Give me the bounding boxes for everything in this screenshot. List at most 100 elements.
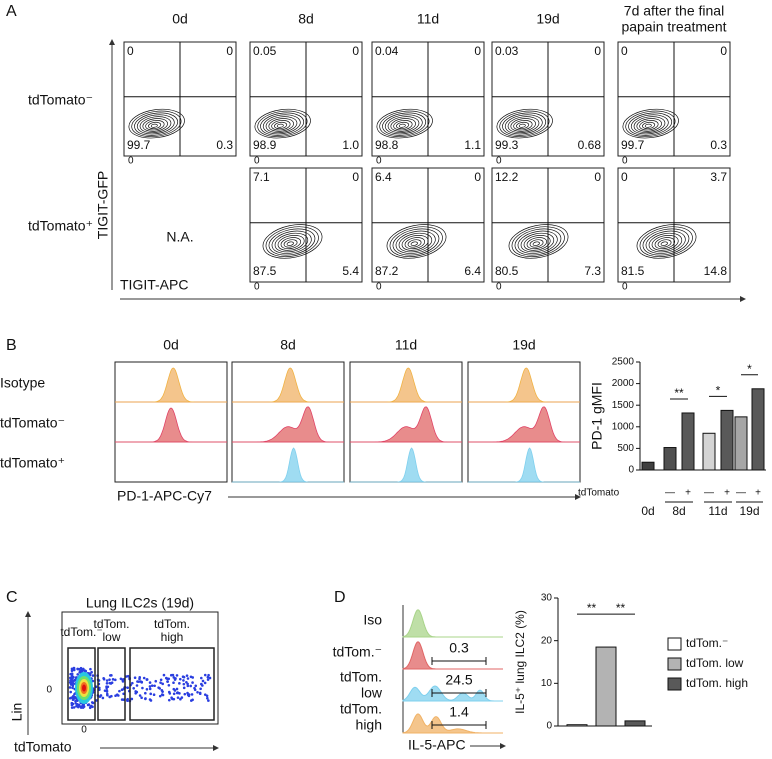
y-tick-label: 500 (617, 443, 634, 454)
contour (271, 230, 312, 254)
y-tick-label: 0 (546, 721, 552, 732)
event-dot (105, 681, 109, 685)
row-label: low (361, 685, 383, 701)
event-dot (145, 687, 149, 691)
quadrant-value: 0 (720, 44, 727, 58)
event-dot (154, 679, 158, 683)
event-dot (135, 690, 139, 694)
event-dot (176, 691, 180, 694)
quadrant-value: 0.68 (578, 138, 602, 152)
contour (398, 123, 406, 128)
histogram (402, 685, 503, 702)
event-dot (71, 698, 75, 702)
event-dot (167, 698, 171, 702)
contour (520, 232, 555, 253)
event-dot (183, 692, 187, 696)
contour (277, 235, 305, 251)
bar (595, 646, 617, 727)
contour (393, 120, 413, 131)
contour (260, 112, 305, 136)
event-dot (182, 686, 186, 690)
significance: ** (674, 386, 684, 400)
density-blob (82, 684, 86, 692)
quadrant-value: 12.2 (495, 170, 519, 184)
gate (67, 647, 96, 721)
column-header: papain treatment (621, 19, 726, 35)
contour (142, 118, 168, 132)
contour (268, 118, 294, 132)
event-dot (142, 676, 146, 680)
event-dot (185, 680, 188, 684)
sign: — (704, 488, 714, 499)
contour (404, 237, 426, 250)
group-label: 8d (672, 504, 685, 518)
event-dot (203, 693, 207, 696)
contour (128, 108, 185, 139)
legend-swatch (667, 677, 682, 691)
event-dot (91, 701, 95, 705)
axis-zero: 0 (496, 156, 502, 167)
sign: + (755, 488, 761, 499)
contour (139, 116, 172, 134)
event-dot (150, 684, 154, 687)
contour (386, 224, 447, 259)
quadrant-value: 0 (352, 170, 359, 184)
quadrant-value: 98.8 (375, 138, 399, 152)
event-dot (137, 680, 141, 683)
event-dot (103, 689, 107, 692)
event-dot (79, 706, 83, 709)
y-axis-label: Lin (9, 703, 25, 722)
y-tick-label: 1000 (612, 421, 635, 432)
column-header: 19d (536, 11, 559, 27)
quadrant-value: 0.04 (375, 44, 399, 58)
contour (271, 120, 291, 131)
event-dot (206, 696, 209, 700)
contour (265, 226, 319, 258)
event-dot (132, 686, 136, 690)
event-dot (70, 676, 73, 680)
row-label: tdTom.⁻ (333, 644, 382, 660)
event-dot (162, 673, 166, 677)
contour (645, 230, 686, 254)
quadrant-value: 0 (352, 44, 359, 58)
contour (507, 116, 540, 134)
quadrant-value: 0 (474, 170, 481, 184)
event-dot (199, 687, 202, 691)
quadrant-value: 14.8 (704, 264, 728, 278)
panel-label: C (6, 589, 18, 606)
contour (514, 228, 562, 256)
event-dot (133, 676, 137, 680)
event-dot (144, 697, 147, 701)
contour (396, 121, 410, 130)
event-dot (159, 681, 162, 684)
event-dot (121, 680, 125, 683)
gate-bar (431, 657, 487, 665)
bar (702, 432, 716, 471)
event-dot (191, 698, 194, 702)
event-dot (126, 699, 129, 703)
quadrant-value: 6.4 (375, 170, 392, 184)
event-dot (138, 677, 141, 681)
quadrant-value: 0 (127, 44, 134, 58)
event-dot (206, 675, 210, 679)
event-dot (185, 674, 189, 677)
event-dot (179, 697, 182, 701)
quadrant-value: 98.9 (253, 138, 277, 152)
row-label: tdTomato⁺ (28, 218, 93, 234)
event-dot (201, 679, 205, 683)
event-dot (69, 679, 72, 682)
event-dot (166, 680, 169, 683)
quadrant-value: 7.1 (253, 170, 270, 184)
contour (254, 108, 311, 139)
axis-zero: 0 (128, 156, 134, 167)
event-dot (106, 693, 109, 697)
event-dot (178, 682, 181, 685)
event-dot (89, 667, 92, 671)
histogram (402, 641, 503, 670)
x-axis-label: PD-1-APC-Cy7 (117, 488, 212, 504)
event-dot (72, 706, 76, 709)
contour (398, 232, 433, 253)
contour (382, 112, 427, 136)
y-axis-label: PD-1 gMFI (589, 382, 605, 450)
contour (523, 235, 551, 251)
